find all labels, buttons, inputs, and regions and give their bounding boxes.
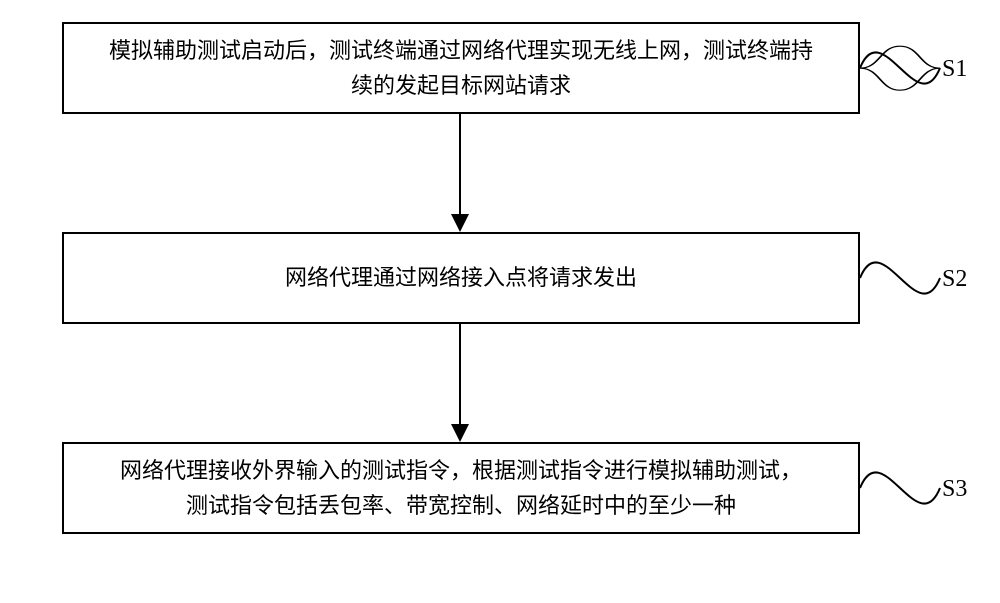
step-box-s3: 网络代理接收外界输入的测试指令，根据测试指令进行模拟辅助测试， 测试指令包括丢包… [62, 442, 860, 534]
arrow-s1-s2-stem [459, 114, 461, 214]
step-box-s2: 网络代理通过网络接入点将请求发出 [62, 232, 860, 324]
curve-s3 [860, 442, 942, 534]
step-label-s3: S3 [942, 476, 967, 503]
step-s1-line2: 续的发起目标网站请求 [109, 68, 813, 103]
step-s3-line2: 测试指令包括丢包率、带宽控制、网络延时中的至少一种 [120, 488, 802, 523]
curve-s1 [860, 22, 942, 114]
arrow-s2-s3-head [451, 424, 469, 442]
step-label-s1: S1 [942, 56, 967, 83]
step-s1-line1: 模拟辅助测试启动后，测试终端通过网络代理实现无线上网，测试终端持 [109, 33, 813, 68]
step-label-s2: S2 [942, 266, 967, 293]
arrow-s2-s3-stem [459, 324, 461, 424]
step-s2-line1: 网络代理通过网络接入点将请求发出 [285, 260, 637, 295]
curve-s2 [860, 232, 942, 324]
step-s3-line1: 网络代理接收外界输入的测试指令，根据测试指令进行模拟辅助测试， [120, 453, 802, 488]
step-box-s1: 模拟辅助测试启动后，测试终端通过网络代理实现无线上网，测试终端持 续的发起目标网… [62, 22, 860, 114]
arrow-s1-s2-head [451, 214, 469, 232]
